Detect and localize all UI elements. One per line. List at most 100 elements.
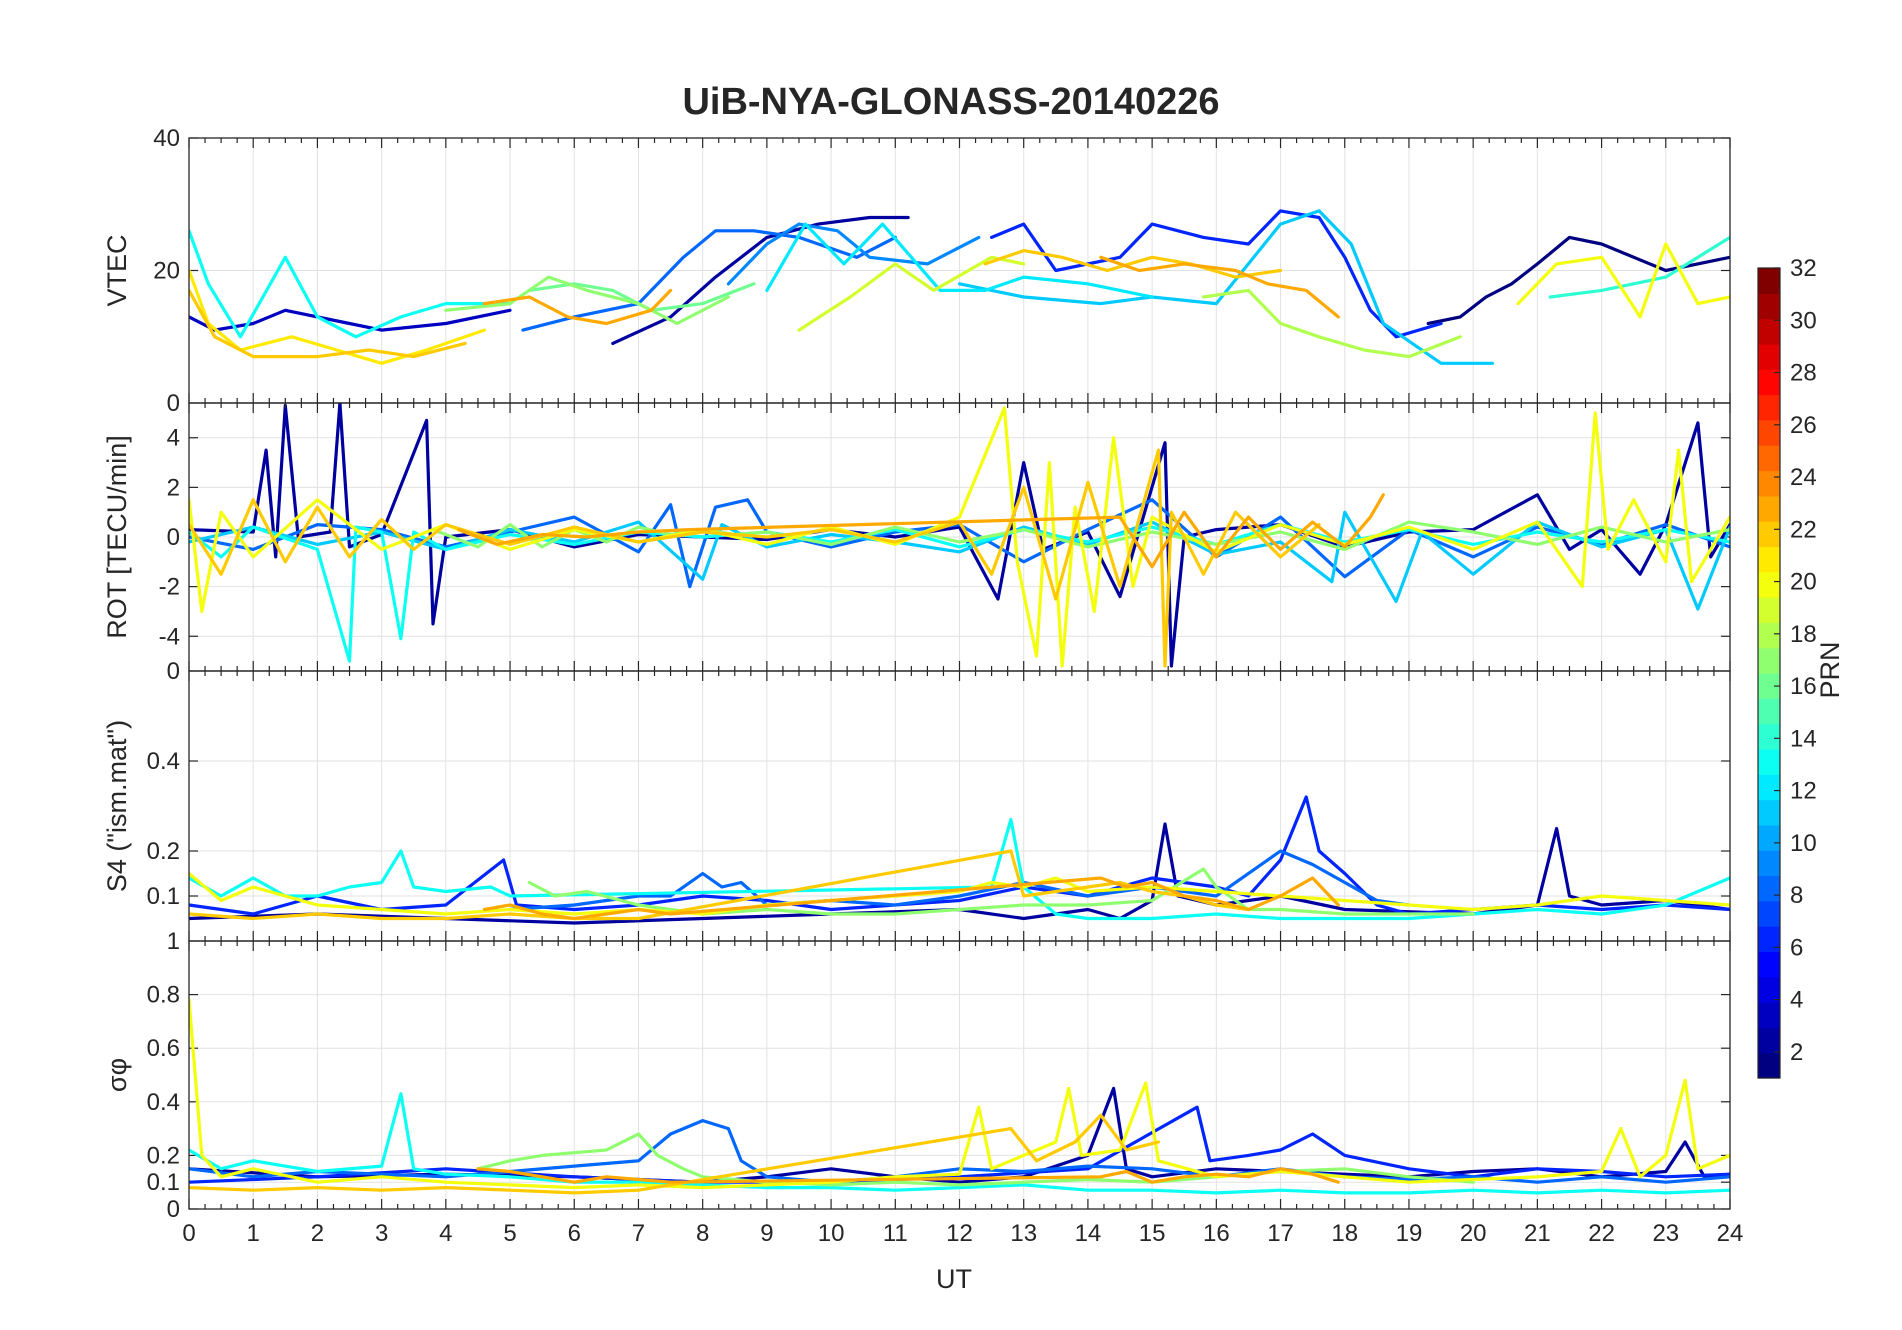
x-tick-label: 13 <box>1010 1220 1037 1247</box>
colorbar-swatch <box>1758 470 1780 497</box>
colorbar-tick-label: 14 <box>1790 725 1817 752</box>
series-group <box>189 209 1730 365</box>
series-line-prn-9 <box>726 222 981 286</box>
colorbar-swatch <box>1758 318 1780 345</box>
colorbar-swatch <box>1758 369 1780 396</box>
series-line-prn-2 <box>189 403 1730 668</box>
x-tick-label: 9 <box>760 1220 773 1247</box>
y-tick-label: -2 <box>159 574 180 601</box>
series-group <box>189 998 1730 1195</box>
x-tick-label: 17 <box>1267 1220 1294 1247</box>
y-tick-label: 0.4 <box>147 748 180 775</box>
colorbar-swatch <box>1758 597 1780 623</box>
y-tick-label: 4 <box>167 425 180 452</box>
colorbar-swatch <box>1758 546 1780 573</box>
colorbar-swatch <box>1758 673 1780 699</box>
series-group <box>189 403 1730 668</box>
series-line-prn-22 <box>189 1113 1161 1195</box>
x-tick-label: 0 <box>182 1220 195 1247</box>
colorbar-swatch <box>1758 723 1780 750</box>
series-line-prn-23 <box>476 1167 1340 1184</box>
colorbar-swatch <box>1758 824 1780 851</box>
panel-rot: -4 -2 0 2 4 0 ROT [TECU/min] <box>102 390 1731 672</box>
y-axis-label-s4: S4 ("ism.mat") <box>102 720 132 892</box>
colorbar-tick-label: 10 <box>1790 830 1817 857</box>
y-axis-label-sigma_phi: σφ <box>102 1058 132 1092</box>
x-tick-label: 7 <box>632 1220 645 1247</box>
colorbar-swatch <box>1758 343 1780 370</box>
colorbar-tick-label: 12 <box>1790 778 1817 805</box>
panel-vtec: 20 40 VTEC <box>102 125 1731 404</box>
figure-title: UiB-NYA-GLONASS-20140226 <box>682 81 1219 123</box>
series-line-prn-13 <box>189 229 512 339</box>
series-line-prn-23 <box>482 288 673 326</box>
colorbar-swatch <box>1758 1052 1780 1079</box>
y-tick-label: 0 <box>167 524 180 551</box>
colorbar-tick-label: 4 <box>1790 987 1803 1014</box>
x-tick-label: 8 <box>696 1220 709 1247</box>
colorbar-tick-label: 18 <box>1790 621 1817 648</box>
colorbar-tick-label: 28 <box>1790 360 1817 387</box>
x-tick-label: 23 <box>1652 1220 1679 1247</box>
series-line-prn-2 <box>611 215 910 345</box>
colorbar-swatch <box>1758 926 1780 953</box>
x-tick-label: 11 <box>883 1220 908 1247</box>
colorbar-swatch <box>1758 647 1780 674</box>
series-line-prn-2 <box>189 822 1730 925</box>
x-tick-label: 22 <box>1588 1220 1615 1247</box>
series-line-prn-22 <box>189 448 1321 668</box>
x-tick-label: 1 <box>247 1220 260 1247</box>
colorbar-swatch <box>1758 1027 1780 1054</box>
y-tick-label-top: 0 <box>167 390 180 417</box>
colorbar-swatch <box>1758 875 1780 902</box>
series-line-prn-20 <box>1516 242 1730 319</box>
y-tick-label: 2 <box>167 474 180 501</box>
y-tick-label: 0.4 <box>147 1089 180 1116</box>
x-tick-label: 3 <box>375 1220 388 1247</box>
panel-s4: 0.1 0.2 0.4 0 S4 ("ism.mat") <box>102 658 1731 942</box>
colorbar-tick-label: 22 <box>1790 516 1817 543</box>
x-tick-label: 18 <box>1331 1220 1358 1247</box>
y-tick-label: 0.8 <box>147 982 180 1009</box>
series-line-prn-21 <box>189 268 486 365</box>
colorbar-swatch <box>1758 293 1780 320</box>
colorbar-swatch <box>1758 774 1780 801</box>
colorbar-swatch <box>1758 268 1780 294</box>
colorbar-tick-label: 24 <box>1790 464 1817 491</box>
x-tick-label: 4 <box>439 1220 452 1247</box>
colorbar-tick-label: 26 <box>1790 412 1817 439</box>
y-tick-label: -4 <box>159 623 180 650</box>
y-tick-label-top: 1 <box>167 928 180 955</box>
colorbar-swatch <box>1758 850 1780 877</box>
y-tick-label-top: 0 <box>167 658 180 685</box>
series-line-prn-14 <box>1548 235 1730 299</box>
colorbar-swatch <box>1758 622 1780 649</box>
x-tick-label: 14 <box>1075 1220 1102 1247</box>
series-line-prn-8 <box>521 229 897 332</box>
series-line-prn-22 <box>983 249 1283 279</box>
series-line-prn-23 <box>482 876 1340 921</box>
x-tick-label: 21 <box>1524 1220 1551 1247</box>
colorbar-swatch <box>1758 445 1780 472</box>
colorbar-swatch <box>1758 419 1780 446</box>
y-axis-label-rot: ROT [TECU/min] <box>102 435 132 639</box>
x-tick-label: 24 <box>1717 1220 1744 1247</box>
x-tick-label: 15 <box>1139 1220 1166 1247</box>
series-line-prn-23 <box>1099 255 1340 319</box>
y-tick-label: 0 <box>167 1196 180 1223</box>
colorbar-swatch <box>1758 748 1780 775</box>
x-tick-label: 5 <box>503 1220 516 1247</box>
y-tick-label: 0.2 <box>147 1142 180 1169</box>
y-axis-label-vtec: VTEC <box>102 234 132 306</box>
y-tick-label: 0.2 <box>147 838 180 865</box>
y-tick-label: 0.1 <box>147 883 180 910</box>
colorbar-swatch <box>1758 976 1780 1003</box>
colorbar-swatch <box>1758 521 1780 548</box>
colorbar-swatch <box>1758 900 1780 927</box>
x-tick-label: 6 <box>568 1220 581 1247</box>
colorbar-swatch <box>1758 571 1780 598</box>
colorbar-swatch <box>1758 394 1780 421</box>
